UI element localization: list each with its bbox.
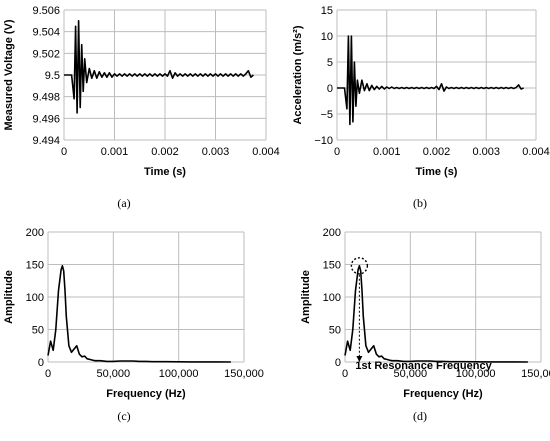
y-tick-label: 0	[335, 357, 341, 369]
x-tick-label: 50,000	[394, 368, 428, 380]
y-tick-label: 9.498	[32, 92, 60, 104]
panel-caption: (a)	[117, 196, 130, 210]
y-tick-label: 0	[38, 357, 44, 369]
x-tick-label: 0.001	[373, 146, 401, 158]
panel-caption: (d)	[413, 409, 427, 423]
x-tick-label: 150,000	[521, 368, 550, 380]
panel-a-voltage-chart: 9.494 9.496 9.498 9.5 9.502 9.504 9.506 0 0.001 0…	[3, 5, 280, 210]
y-tick-label: 200	[323, 227, 341, 239]
y-tick-label: 100	[323, 292, 341, 304]
x-tick-label: 0	[342, 368, 348, 380]
x-tick-label: 150,000	[224, 368, 264, 380]
y-tick-label: 9.5	[45, 70, 60, 82]
y-axis-label: Acceleration (m/s²)	[292, 25, 304, 124]
series-line	[64, 19, 254, 114]
y-tick-label: 50	[329, 325, 341, 337]
panel-caption: (b)	[413, 196, 427, 210]
x-tick-label: 0.004	[522, 146, 550, 158]
x-tick-label: 0.004	[252, 146, 280, 158]
panel-c-spectrum-chart: 0 50 100 150 200 0 50,000 100,000 150,000 Frequen…	[3, 227, 264, 423]
y-tick-label: −5	[320, 109, 333, 121]
x-tick-label: 0	[334, 146, 340, 158]
x-axis-label: Time (s)	[416, 166, 458, 178]
annotation-label: 1st Resonance Frequency	[355, 360, 492, 372]
x-tick-label: 0.001	[101, 146, 129, 158]
y-tick-label: 9.496	[32, 113, 60, 125]
x-tick-label: 0.003	[472, 146, 500, 158]
y-tick-label: 200	[26, 227, 44, 239]
x-tick-label: 0	[45, 368, 51, 380]
y-tick-label: 9.494	[32, 135, 60, 147]
y-tick-label: −10	[314, 135, 333, 147]
panel-d-spectrum-annotated-chart: 0 50 100 150 200 0 50,000 100,000 150,000 Frequen…	[300, 227, 550, 423]
y-tick-label: 10	[321, 31, 333, 43]
y-tick-label: 9.504	[32, 27, 60, 39]
x-tick-label: 0	[61, 146, 67, 158]
series-line	[47, 264, 231, 363]
x-tick-label: 0.002	[151, 146, 179, 158]
x-axis-label: Frequency (Hz)	[403, 388, 483, 400]
y-tick-label: 0	[327, 83, 333, 95]
y-tick-label: 5	[327, 57, 333, 69]
y-tick-label: 9.506	[32, 5, 60, 17]
y-tick-label: 9.502	[32, 48, 60, 60]
panel-caption: (c)	[117, 409, 130, 423]
x-axis-label: Time (s)	[144, 166, 186, 178]
y-axis-label: Amplitude	[300, 270, 312, 324]
x-axis-label: Frequency (Hz)	[106, 388, 186, 400]
x-tick-label: 100,000	[159, 368, 199, 380]
y-tick-label: 100	[26, 292, 44, 304]
y-tick-label: 150	[323, 260, 341, 272]
y-tick-label: 150	[26, 260, 44, 272]
x-tick-label: 100,000	[456, 368, 496, 380]
x-tick-label: 50,000	[97, 368, 131, 380]
series-line	[337, 35, 524, 126]
y-tick-label: 15	[321, 5, 333, 17]
y-axis-label: Measured Voltage (V)	[3, 19, 15, 130]
x-tick-label: 0.002	[423, 146, 451, 158]
y-tick-label: 50	[32, 325, 44, 337]
y-axis-label: Amplitude	[3, 270, 15, 324]
x-tick-label: 0.003	[202, 146, 230, 158]
series-line	[344, 264, 528, 363]
peak-marker-circle	[350, 257, 369, 275]
panel-b-acceleration-chart: −10 −5 0 5 10 15 0 0.001 0.002 0.003 0.004 Time (s)…	[292, 5, 550, 210]
